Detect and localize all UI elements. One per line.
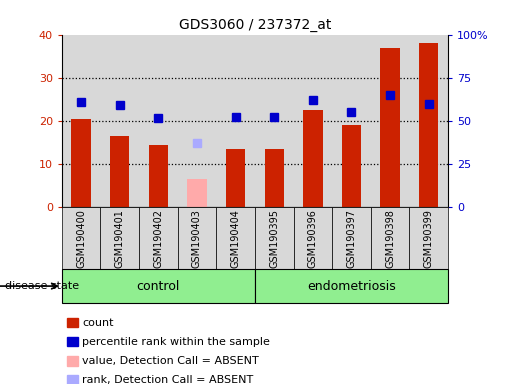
FancyBboxPatch shape (409, 207, 448, 269)
Bar (149, 145, 168, 207)
Bar (139, 35, 178, 207)
Bar (178, 35, 216, 207)
Text: percentile rank within the sample: percentile rank within the sample (82, 337, 270, 347)
Bar (342, 125, 361, 207)
Text: rank, Detection Call = ABSENT: rank, Detection Call = ABSENT (82, 375, 254, 384)
Text: GSM190400: GSM190400 (76, 209, 86, 268)
FancyBboxPatch shape (216, 207, 255, 269)
Text: disease state: disease state (5, 281, 79, 291)
Text: GSM190404: GSM190404 (231, 209, 241, 268)
Bar (255, 35, 294, 207)
FancyBboxPatch shape (332, 207, 371, 269)
Bar (62, 35, 100, 207)
Bar (303, 110, 322, 207)
Text: GSM190402: GSM190402 (153, 209, 163, 268)
Bar (110, 136, 129, 207)
Text: GSM190396: GSM190396 (308, 209, 318, 268)
Bar (381, 48, 400, 207)
Text: GSM190403: GSM190403 (192, 209, 202, 268)
Bar (409, 35, 448, 207)
FancyBboxPatch shape (100, 207, 139, 269)
FancyBboxPatch shape (294, 207, 332, 269)
Bar (294, 35, 332, 207)
Bar (100, 35, 139, 207)
Bar (265, 149, 284, 207)
Text: GSM190397: GSM190397 (347, 209, 356, 268)
Bar (187, 179, 207, 207)
Text: GSM190398: GSM190398 (385, 209, 395, 268)
Text: control: control (136, 280, 180, 293)
Text: count: count (82, 318, 114, 328)
Bar (371, 35, 409, 207)
Text: value, Detection Call = ABSENT: value, Detection Call = ABSENT (82, 356, 259, 366)
Text: GSM190399: GSM190399 (424, 209, 434, 268)
Bar (419, 43, 438, 207)
Bar (72, 119, 91, 207)
Title: GDS3060 / 237372_at: GDS3060 / 237372_at (179, 18, 331, 32)
Bar (332, 35, 371, 207)
Text: endometriosis: endometriosis (307, 280, 396, 293)
FancyBboxPatch shape (178, 207, 216, 269)
FancyBboxPatch shape (371, 207, 409, 269)
FancyBboxPatch shape (255, 269, 448, 303)
FancyBboxPatch shape (139, 207, 178, 269)
FancyBboxPatch shape (62, 269, 255, 303)
FancyBboxPatch shape (255, 207, 294, 269)
Bar (226, 149, 245, 207)
Text: GSM190401: GSM190401 (115, 209, 125, 268)
FancyBboxPatch shape (62, 207, 100, 269)
Text: GSM190395: GSM190395 (269, 209, 279, 268)
Bar (216, 35, 255, 207)
